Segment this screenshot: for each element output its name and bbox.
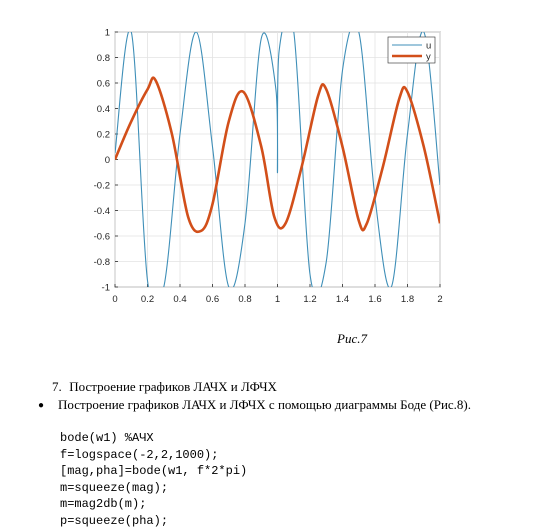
y-tick-label: 0.4: [97, 104, 110, 115]
code-line: p=squeeze(pha);: [60, 513, 247, 529]
y-tick-label: -1: [102, 283, 110, 294]
x-tick-label: 1: [275, 294, 280, 305]
x-tick-label: 0.4: [173, 294, 186, 305]
code-block: bode(w1) %АЧХ f=logspace(-2,2,1000); [ma…: [60, 430, 247, 529]
code-line: m=mag2db(m);: [60, 496, 247, 513]
bullet-item: ●Построение графиков ЛАЧХ и ЛФЧХ с помощ…: [38, 397, 471, 413]
code-line: m=squeeze(mag);: [60, 480, 247, 497]
y-tick-label: 0: [105, 155, 110, 166]
x-tick-label: 0: [112, 294, 117, 305]
x-tick-label: 1.8: [401, 294, 414, 305]
legend: uy: [388, 37, 435, 63]
x-tick-label: 0.2: [141, 294, 154, 305]
y-tick-label: 0.6: [97, 79, 110, 90]
x-tick-label: 0.6: [206, 294, 219, 305]
x-tick-label: 1.6: [368, 294, 381, 305]
y-tick-label: 0.8: [97, 53, 110, 64]
y-tick-label: -0.8: [94, 257, 110, 268]
figure-rис7: -1 -0.8 -0.6 -0.4 -0.2 0 0.2 0.4 0.6 0.8 1 0 0.2 0.4…: [0, 0, 557, 315]
code-line: f=logspace(-2,2,1000);: [60, 447, 247, 464]
bullet-icon: ●: [38, 400, 58, 411]
y-tick-label: -0.4: [94, 206, 110, 217]
x-tick-label: 1.2: [303, 294, 316, 305]
bullet-text: Построение графиков ЛАЧХ и ЛФЧХ с помощь…: [58, 397, 471, 412]
code-line: bode(w1) %АЧХ: [60, 430, 247, 447]
y-tick-label: 0.2: [97, 130, 110, 141]
section-title: Построение графиков ЛАЧХ и ЛФЧХ: [69, 379, 277, 394]
y-tick-label: -0.2: [94, 181, 110, 192]
figure-caption: Рис.7: [0, 331, 557, 347]
x-tick-label: 2: [437, 294, 442, 305]
code-line: [mag,pha]=bode(w1, f*2*pi): [60, 463, 247, 480]
y-tick-label: -0.6: [94, 232, 110, 243]
y-axis-ticks: -1 -0.8 -0.6 -0.4 -0.2 0 0.2 0.4 0.6 0.8 1: [94, 28, 118, 294]
x-tick-label: 1.4: [336, 294, 349, 305]
x-tick-label: 0.8: [238, 294, 251, 305]
section-number: 7.: [52, 379, 66, 395]
legend-label-u: u: [426, 41, 431, 52]
y-tick-label: 1: [105, 28, 110, 39]
legend-label-y: y: [426, 52, 431, 63]
section-heading: 7. Построение графиков ЛАЧХ и ЛФЧХ: [52, 379, 277, 395]
